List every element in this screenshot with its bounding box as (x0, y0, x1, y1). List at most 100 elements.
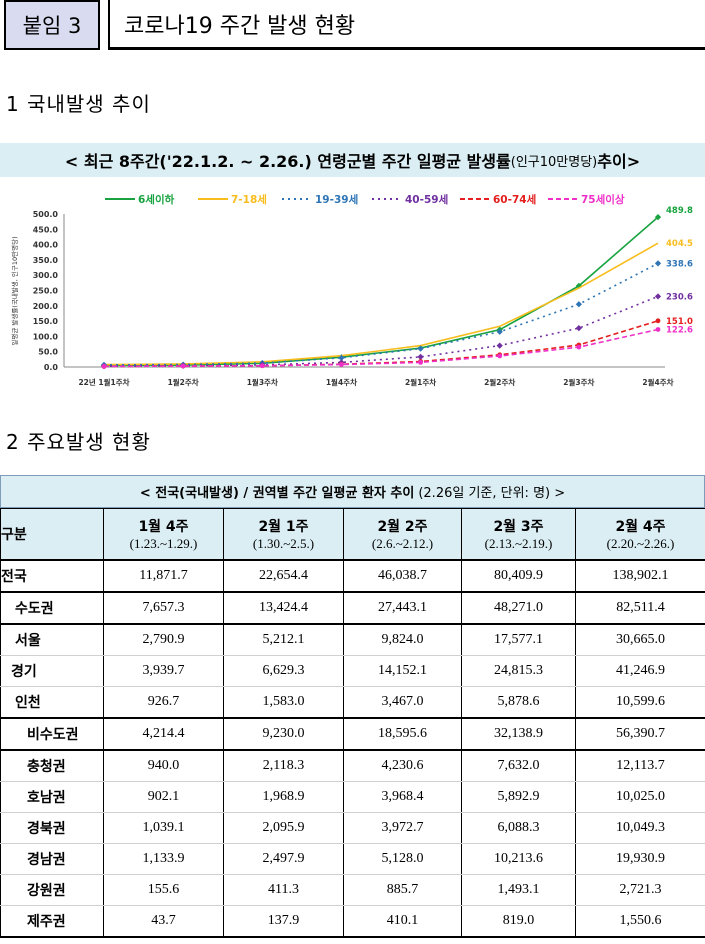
table-cell: 13,424.4 (223, 591, 344, 625)
column-week: 2월 3주 (493, 519, 544, 535)
table-cell: 10,213.6 (461, 843, 576, 875)
table-cell: 7,632.0 (461, 749, 576, 782)
x-tick-label: 2월1주차 (405, 377, 436, 387)
region-label: 강원권 (0, 874, 104, 906)
column-date-range: (2.6.~2.12.) (371, 536, 434, 551)
table-cell: 137.9 (223, 905, 344, 938)
data-point (418, 360, 423, 365)
column-week: 2월 1주 (258, 519, 309, 535)
table-cell: 1,550.6 (575, 905, 705, 938)
table-cell: 18,595.6 (343, 717, 462, 751)
page-title: 코로나19 주간 발생 현황 (108, 0, 705, 50)
table-cell: 14,152.1 (343, 655, 462, 687)
table-cell: 6,629.3 (223, 655, 344, 687)
table-cell: 46,038.7 (343, 559, 462, 593)
line-chart: 500.0 450.0 400.0 350.0 300.0 250.0 200.0 150.0… (10, 193, 693, 387)
data-point (417, 353, 424, 361)
chart-title: < 최근 8주간('22.1.2. ~ 2.26.) 연령군별 주간 일평균 발… (0, 143, 705, 177)
table-cell: 940.0 (103, 749, 224, 782)
y-axis-label: 일평균 발생률(국내발생, 인구10만명당) (10, 236, 19, 345)
data-point (101, 363, 107, 369)
series-line (103, 262, 659, 366)
legend-label: 7-18세 (231, 193, 267, 206)
table-cell: 7,657.3 (103, 591, 224, 625)
table-cell: 5,128.0 (343, 843, 462, 875)
column-header: 2월 4주 (2.20.~2.26.) (575, 508, 705, 561)
data-point (654, 260, 662, 267)
table-cell: 80,409.9 (461, 559, 576, 593)
table-cell: 27,443.1 (343, 591, 462, 625)
series-line (103, 242, 659, 366)
series-line (103, 295, 659, 367)
table-row: 인천 926.7 1,583.0 3,467.0 5,878.6 10,599.6 (0, 686, 705, 719)
table-cell: 5,892.9 (461, 781, 576, 813)
table-cell: 82,511.4 (575, 591, 705, 625)
region-label: 경기 (0, 655, 104, 687)
table-caption: < 전국(국내발생) / 권역별 주간 일평균 환자 추이 (2.26일 기준, … (0, 475, 705, 508)
column-date-range: (2.20.~2.26.) (606, 536, 675, 551)
data-point (655, 318, 661, 324)
chart-title-main: < 최근 8주간('22.1.2. ~ 2.26.) 연령군별 주간 일평균 발… (64, 152, 511, 171)
table-cell: 9,824.0 (343, 623, 462, 656)
table-cell: 11,871.7 (103, 559, 224, 593)
y-tick-label: 150.0 (33, 317, 59, 326)
table-cell: 2,790.9 (103, 623, 224, 656)
table-cell: 10,025.0 (575, 781, 705, 813)
table-cell: 410.1 (343, 905, 462, 938)
table-row: 호남권 902.1 1,968.9 3,968.4 5,892.9 10,025.0 (0, 781, 705, 813)
end-value-label: 122.6 (666, 325, 693, 335)
legend-label: 75세이상 (581, 193, 625, 206)
table-row: 수도권 7,657.3 13,424.4 27,443.1 48,271.0 82,511… (0, 591, 705, 625)
column-week: 2월 4주 (615, 519, 666, 535)
data-point (576, 344, 582, 350)
table-cell: 3,972.7 (343, 812, 462, 844)
x-tick-label: 1월3주차 (247, 377, 278, 387)
table-row: 비수도권 4,214.4 9,230.0 18,595.6 32,138.9 56,390… (0, 717, 705, 751)
table-cell: 902.1 (103, 781, 224, 813)
y-tick-label: 450.0 (33, 225, 59, 234)
table-row: 제주권 43.7 137.9 410.1 819.0 1,550.6 (0, 905, 705, 938)
x-tick-label: 1월4주차 (326, 377, 357, 387)
y-tick-label: 100.0 (33, 332, 59, 341)
table-row: 경기 3,939.7 6,629.3 14,152.1 24,815.3 41,246.9 (0, 655, 705, 687)
y-tick-label: 400.0 (33, 241, 59, 250)
table-cell: 17,577.1 (461, 623, 576, 656)
table-cell: 12,113.7 (575, 749, 705, 782)
table-corner-label: 구분 (0, 508, 104, 561)
legend-label: 40-59세 (405, 193, 448, 206)
table-row: 전국 11,871.7 22,654.4 46,038.7 80,409.9 138,90… (0, 559, 705, 593)
y-tick-label: 350.0 (33, 256, 59, 265)
table-cell: 2,118.3 (223, 749, 344, 782)
table-cell: 2,497.9 (223, 843, 344, 875)
column-header: 2월 1주 (1.30.~2.5.) (223, 508, 344, 561)
data-point (575, 301, 582, 308)
y-tick-label: 50.0 (38, 348, 58, 357)
column-date-range: (2.13.~2.19.) (484, 536, 553, 551)
series-line (103, 216, 659, 367)
regional-cases-table: 구분 1월 4주 (1.23.~1.29.) 2월 1주 (1.30.~2.5.) 2월 … (0, 508, 705, 938)
y-tick-label: 200.0 (33, 302, 59, 311)
data-point (497, 353, 503, 359)
column-week: 1월 4주 (138, 519, 189, 535)
table-row: 경북권 1,039.1 2,095.9 3,972.7 6,088.3 10,049.3 (0, 812, 705, 844)
legend-label: 60-74세 (493, 193, 536, 206)
data-point (180, 363, 186, 369)
table-cell: 819.0 (461, 905, 576, 938)
table-cell: 2,095.9 (223, 812, 344, 844)
table-cell: 43.7 (103, 905, 224, 938)
table-cell: 1,583.0 (223, 686, 344, 719)
table-cell: 885.7 (343, 874, 462, 906)
table-cell: 1,968.9 (223, 781, 344, 813)
table-row: 서울 2,790.9 5,212.1 9,824.0 17,577.1 30,665.0 (0, 623, 705, 656)
region-label: 수도권 (0, 591, 104, 625)
table-cell: 10,049.3 (575, 812, 705, 844)
end-value-label: 489.8 (666, 206, 693, 216)
appendix-badge: 붙임 3 (4, 0, 100, 50)
table-cell: 155.6 (103, 874, 224, 906)
legend-label: 19-39세 (315, 193, 358, 206)
table-cell: 3,467.0 (343, 686, 462, 719)
chart-title-end: 추이> (597, 152, 641, 171)
table-cell: 41,246.9 (575, 655, 705, 687)
column-date-range: (1.23.~1.29.) (129, 536, 198, 551)
table-cell: 48,271.0 (461, 591, 576, 625)
